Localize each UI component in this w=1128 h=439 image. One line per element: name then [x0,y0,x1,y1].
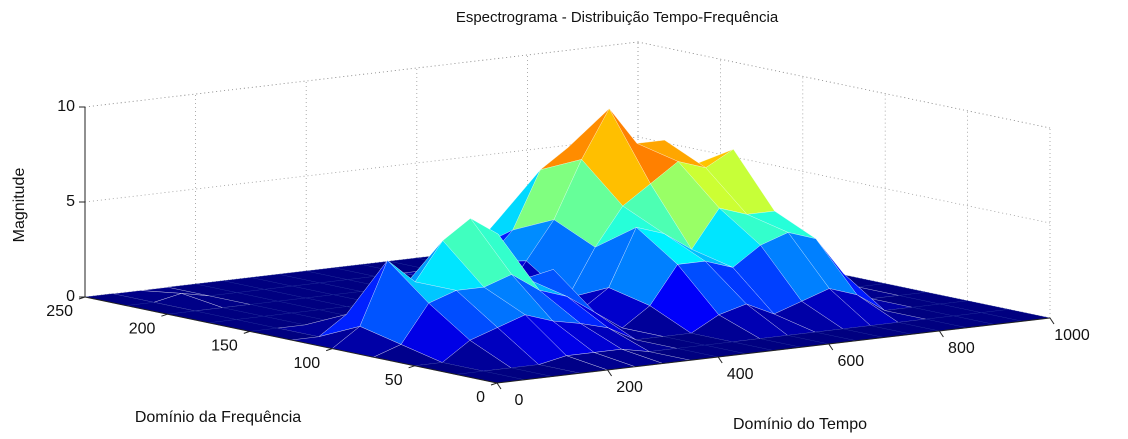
x-axis [496,317,1051,384]
y-tick-label: 250 [46,303,73,320]
y-tick [408,365,415,369]
grid-line [637,41,1051,129]
x-tick [828,343,834,351]
x-tick-label: 1000 [1054,327,1090,344]
y-axis [84,296,498,384]
y-tick-label: 100 [293,355,320,372]
z-tick-label: 5 [66,193,75,210]
surface [84,108,1051,384]
x-tick-label: 0 [515,392,524,409]
z-axis-label: Magnitude [11,168,28,243]
y-tick-label: 0 [476,389,485,406]
x-tick-label: 800 [948,340,975,357]
z-tick-label: 0 [66,288,75,305]
y-tick [490,382,498,386]
x-tick-label: 600 [837,353,864,370]
y-axis-label: Domínio da Frequência [135,409,301,426]
grid-line [84,41,639,108]
y-tick-label: 200 [129,320,156,337]
z-tick-label: 10 [57,98,75,115]
grid-line [84,136,639,203]
x-tick [717,356,723,364]
y-tick [243,330,250,334]
x-tick [1049,317,1055,325]
box-edge [637,41,1051,129]
y-tick [326,348,333,352]
x-axis-label: Domínio do Tempo [733,416,867,433]
y-tick-label: 150 [211,338,238,355]
x-tick [938,330,944,338]
x-tick-label: 200 [616,379,643,396]
y-tick [161,313,168,317]
x-tick [496,382,502,390]
chart-title: Espectrograma - Distribuição Tempo-Frequ… [456,9,779,26]
x-tick-label: 400 [727,366,754,383]
x-tick [607,369,613,377]
y-tick-label: 50 [385,372,403,389]
